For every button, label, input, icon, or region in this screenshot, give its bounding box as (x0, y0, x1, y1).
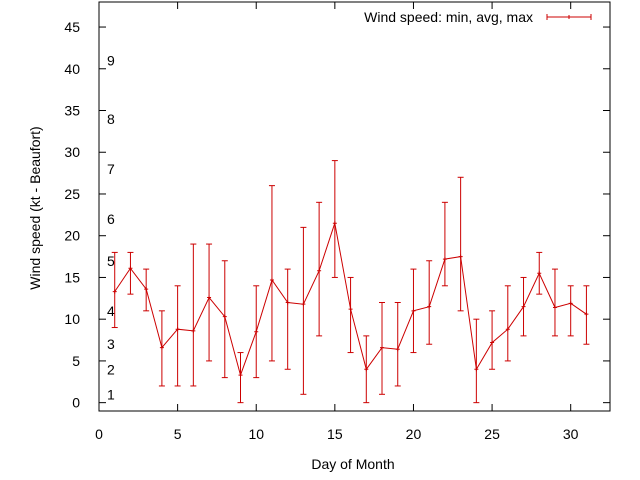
avg-marker (458, 254, 463, 259)
data-point (520, 276, 527, 337)
legend: Wind speed: min, avg, max (364, 9, 592, 25)
avg-marker (380, 345, 385, 350)
data-point (127, 251, 134, 295)
beaufort-label: 6 (107, 211, 115, 227)
x-tick-label: 0 (95, 426, 103, 442)
data-point (158, 310, 165, 387)
avg-marker (537, 271, 542, 276)
avg-marker (364, 367, 369, 372)
y-tick-label: 40 (64, 61, 80, 77)
x-tick-label: 10 (248, 426, 264, 442)
legend-label: Wind speed: min, avg, max (364, 9, 533, 25)
avg-marker (269, 277, 274, 282)
avg-marker (159, 345, 164, 350)
data-point (567, 285, 574, 337)
beaufort-label: 2 (107, 361, 115, 377)
beaufort-label: 3 (107, 336, 115, 352)
data-point (426, 260, 433, 345)
data-point (268, 185, 275, 362)
avg-marker (144, 287, 149, 292)
data-point (206, 243, 213, 362)
data-point (174, 285, 181, 387)
beaufort-label: 9 (107, 52, 115, 68)
x-axis-label: Day of Month (311, 456, 394, 472)
avg-marker (222, 314, 227, 319)
avg-marker (490, 340, 495, 345)
avg-marker (395, 347, 400, 352)
data-point (363, 335, 370, 404)
avg-marker (285, 300, 290, 305)
avg-marker (191, 328, 196, 333)
y-tick-label: 20 (64, 228, 80, 244)
avg-marker (568, 301, 573, 306)
y-tick-label: 15 (64, 269, 80, 285)
avg-marker (128, 266, 133, 271)
y-tick-label: 10 (64, 311, 80, 327)
avg-marker (238, 373, 243, 378)
avg-marker (317, 268, 322, 273)
data-point (536, 251, 543, 295)
data-point (237, 352, 244, 404)
y-tick-label: 0 (72, 395, 80, 411)
data-point (441, 201, 448, 287)
avg-marker (112, 289, 117, 294)
data-point (410, 268, 417, 354)
data-point (489, 310, 496, 370)
y-tick-label: 45 (64, 19, 80, 35)
avg-marker (332, 221, 337, 226)
data-point (111, 251, 118, 329)
data-point (473, 318, 480, 404)
data-point (379, 301, 386, 395)
series-layer (111, 160, 590, 404)
data-point (284, 268, 291, 370)
avg-marker (442, 257, 447, 262)
legend-sample (546, 14, 592, 20)
beaufort-labels: 1 2 3 4 5 6 7 8 9 (107, 52, 115, 402)
data-point (331, 160, 338, 278)
x-tick-label: 25 (484, 426, 500, 442)
data-point (190, 243, 197, 387)
data-point (221, 260, 228, 379)
data-point (394, 301, 401, 387)
avg-marker (175, 327, 180, 332)
avg-marker (427, 304, 432, 309)
beaufort-label: 8 (107, 111, 115, 127)
y-tick-label: 25 (64, 186, 80, 202)
avg-marker (552, 305, 557, 310)
beaufort-label: 1 (107, 386, 115, 402)
avg-marker (411, 308, 416, 313)
x-tick-label: 30 (563, 426, 579, 442)
beaufort-label: 7 (107, 161, 115, 177)
avg-marker (301, 302, 306, 307)
y-axis-label: Wind speed (kt - Beaufort) (27, 126, 43, 289)
data-point (143, 268, 150, 312)
avg-marker (521, 304, 526, 309)
data-point (253, 285, 260, 379)
beaufort-label: 4 (107, 303, 115, 319)
avg-marker (474, 367, 479, 372)
beaufort-label: 5 (107, 253, 115, 269)
avg-marker (505, 327, 510, 332)
data-point (316, 201, 323, 337)
x-tick-label: 15 (327, 426, 343, 442)
y-tick-label: 30 (64, 144, 80, 160)
data-point (551, 268, 558, 337)
data-point (347, 276, 354, 354)
avg-marker (348, 307, 353, 312)
avg-marker (584, 312, 589, 317)
avg-marker (207, 295, 212, 300)
data-point (457, 176, 464, 312)
plot-frame (98, 1, 611, 412)
x-tick-label: 20 (406, 426, 422, 442)
data-point (504, 285, 511, 362)
x-tick-label: 5 (174, 426, 182, 442)
y-tick-label: 35 (64, 103, 80, 119)
avg-marker (254, 329, 259, 334)
data-point (300, 226, 307, 395)
data-point (583, 285, 590, 345)
y-tick-label: 5 (72, 353, 80, 369)
